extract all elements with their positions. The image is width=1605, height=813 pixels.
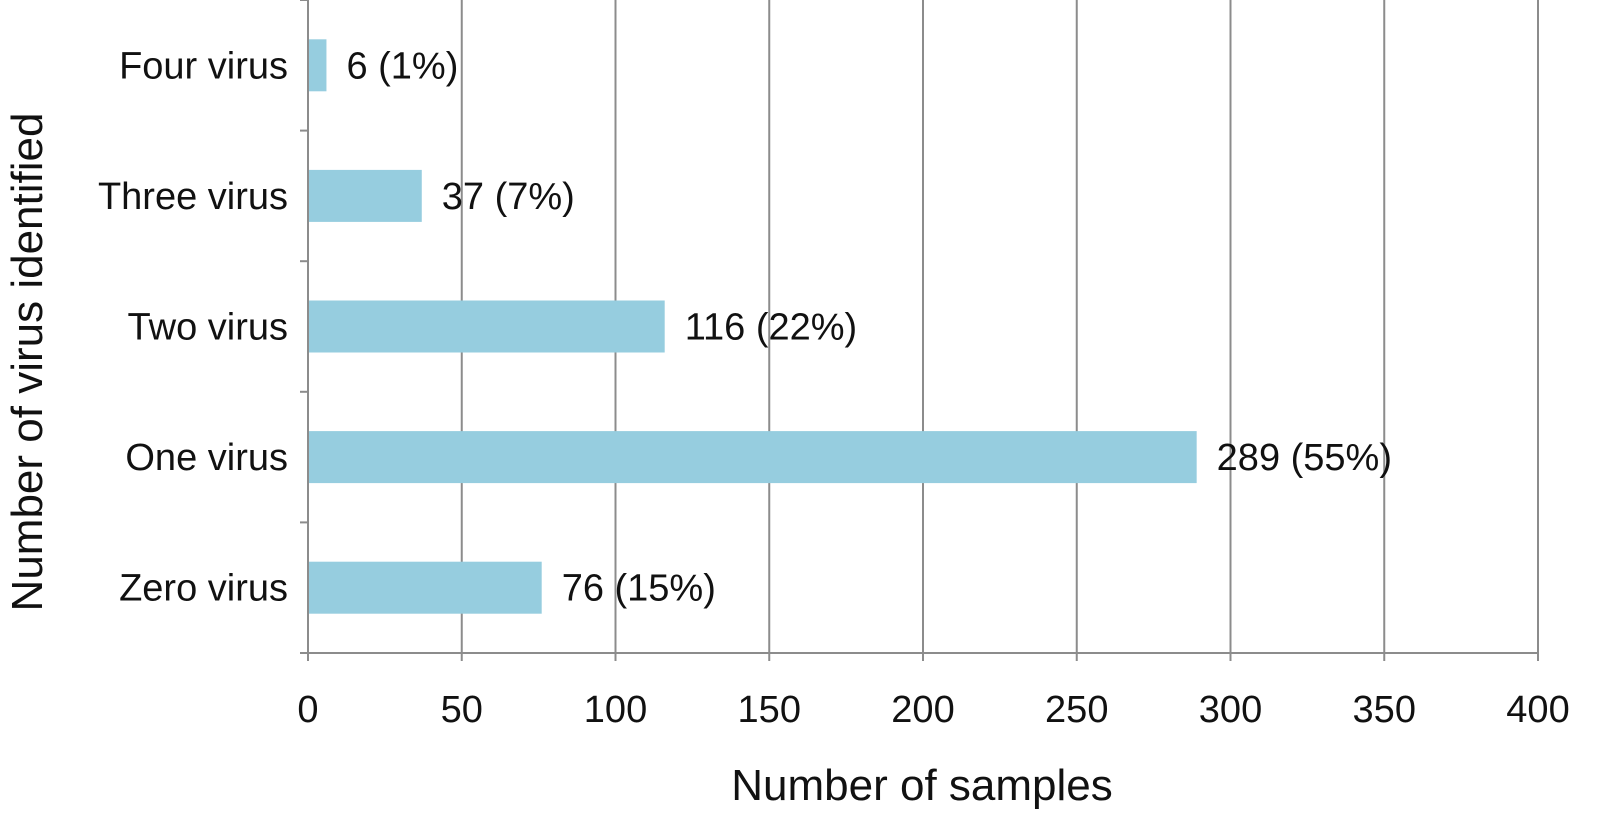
bar-data-label: 76 (15%)	[562, 568, 716, 610]
bar	[308, 169, 422, 222]
bar	[308, 561, 542, 614]
labels: 0 50 100 150 200 250 300 350 400 Zero virus 76 (15…	[98, 45, 1570, 731]
y-category-label: Four virus	[119, 45, 288, 87]
x-tick-label: 300	[1199, 689, 1262, 731]
x-tick-label: 100	[584, 689, 647, 731]
bar-data-label: 37 (7%)	[442, 176, 575, 218]
y-category-label: One virus	[125, 437, 288, 479]
bars	[308, 39, 1197, 614]
y-axis-title: Number of virus identified	[3, 113, 52, 612]
axes	[300, 0, 1539, 661]
bar-data-label: 289 (55%)	[1217, 437, 1392, 479]
x-axis-title: Number of samples	[731, 761, 1112, 810]
x-tick-label: 150	[738, 689, 801, 731]
bar-data-label: 6 (1%)	[346, 45, 458, 87]
bar	[308, 431, 1197, 484]
bar-data-label: 116 (22%)	[685, 307, 858, 349]
y-category-label: Zero virus	[119, 568, 288, 610]
x-tick-label: 0	[297, 689, 318, 731]
x-tick-label: 50	[441, 689, 483, 731]
bar	[308, 300, 665, 353]
x-tick-label: 400	[1506, 689, 1569, 731]
x-tick-label: 250	[1045, 689, 1108, 731]
gridlines	[460, 0, 1539, 653]
bar	[308, 39, 327, 92]
x-tick-label: 350	[1353, 689, 1416, 731]
x-tick-label: 200	[891, 689, 954, 731]
y-category-label: Two virus	[128, 307, 288, 349]
y-category-label: Three virus	[98, 176, 288, 218]
